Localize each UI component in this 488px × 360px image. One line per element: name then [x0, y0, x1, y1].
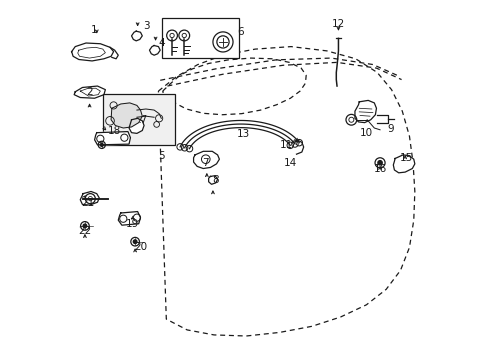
Polygon shape	[111, 103, 142, 128]
Text: 6: 6	[236, 27, 243, 37]
Circle shape	[377, 161, 382, 165]
Text: 8: 8	[211, 175, 218, 185]
Text: 19: 19	[126, 219, 139, 229]
Polygon shape	[129, 118, 144, 134]
Text: 14: 14	[283, 158, 296, 168]
Text: 5: 5	[158, 150, 164, 161]
Polygon shape	[293, 140, 303, 154]
Polygon shape	[392, 155, 414, 173]
Polygon shape	[193, 151, 219, 168]
Text: 22: 22	[78, 226, 91, 236]
Bar	[102, 94, 174, 145]
Text: 1: 1	[91, 25, 98, 35]
Polygon shape	[208, 176, 217, 184]
Polygon shape	[131, 31, 142, 41]
Text: 18: 18	[108, 126, 121, 135]
Polygon shape	[80, 192, 99, 205]
Polygon shape	[94, 132, 130, 145]
Text: 15: 15	[399, 153, 412, 163]
Text: 12: 12	[331, 19, 345, 29]
Polygon shape	[110, 47, 118, 59]
Polygon shape	[118, 212, 140, 225]
Text: 17: 17	[134, 115, 147, 125]
Text: 3: 3	[143, 21, 150, 31]
Text: 21: 21	[81, 198, 94, 208]
Text: 11: 11	[280, 140, 293, 150]
Text: 2: 2	[86, 87, 93, 97]
Bar	[162, 18, 239, 58]
Text: 9: 9	[386, 124, 393, 134]
Text: 10: 10	[359, 129, 372, 138]
Text: 16: 16	[373, 164, 386, 174]
Polygon shape	[72, 43, 113, 61]
Text: 20: 20	[134, 242, 147, 252]
Circle shape	[83, 224, 86, 228]
Circle shape	[133, 240, 137, 243]
Polygon shape	[74, 86, 105, 98]
Polygon shape	[354, 100, 376, 123]
Circle shape	[100, 143, 103, 146]
Text: 4: 4	[158, 38, 164, 48]
Text: 7: 7	[202, 158, 209, 168]
Polygon shape	[149, 45, 160, 55]
Text: 13: 13	[237, 129, 250, 139]
